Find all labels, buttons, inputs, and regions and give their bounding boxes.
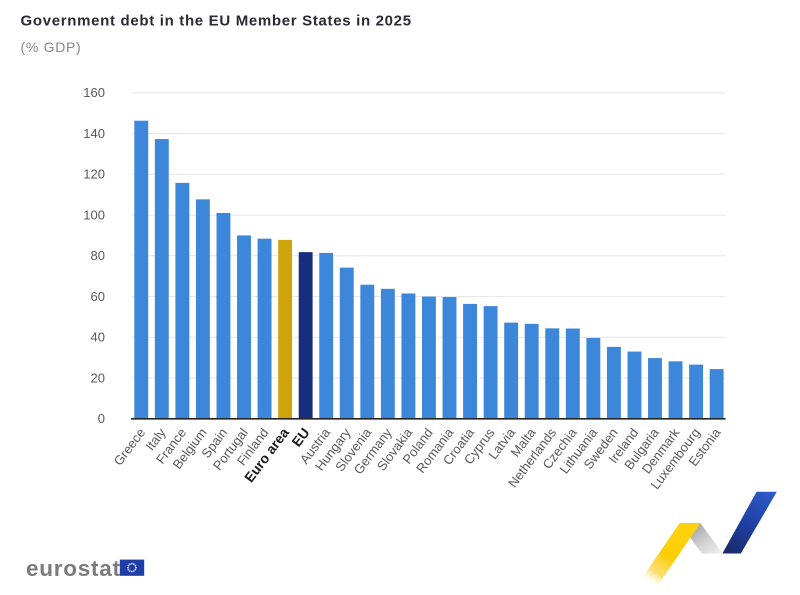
svg-text:(% GDP): (% GDP)	[21, 39, 82, 55]
svg-text:20: 20	[91, 370, 105, 385]
svg-text:eurostat: eurostat	[26, 556, 121, 581]
svg-text:Government debt in the EU Memb: Government debt in the EU Member States …	[21, 13, 412, 30]
svg-text:0: 0	[98, 411, 105, 426]
svg-text:80: 80	[91, 248, 105, 263]
svg-text:140: 140	[83, 126, 105, 141]
svg-text:160: 160	[83, 85, 105, 100]
svg-text:40: 40	[91, 330, 105, 345]
svg-text:60: 60	[91, 289, 105, 304]
svg-text:100: 100	[83, 207, 105, 222]
svg-text:120: 120	[83, 167, 105, 182]
